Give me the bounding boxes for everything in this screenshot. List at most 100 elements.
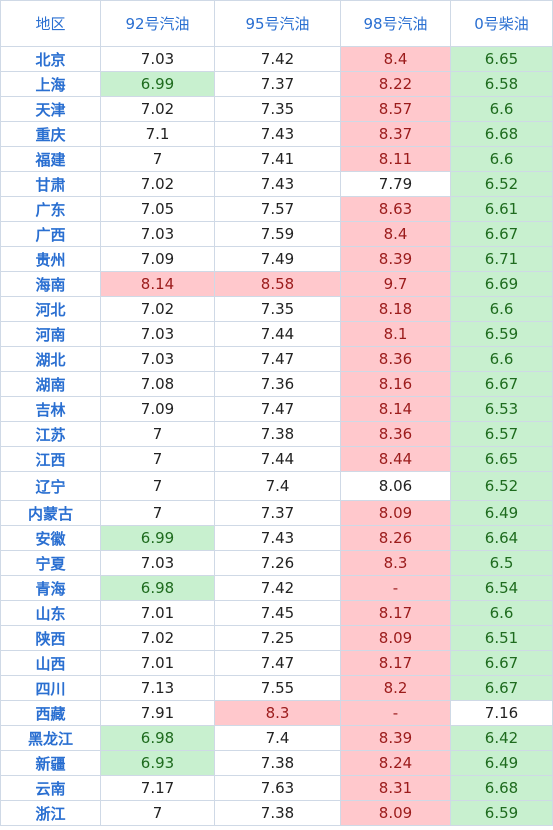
price-92-cell: 7.08 [100,371,215,397]
price-95-cell: 7.47 [214,396,341,422]
region-cell: 山西 [0,650,101,676]
table-row: 海南 8.14 8.58 9.7 6.69 [0,271,553,297]
price-98-cell: 8.17 [340,600,451,626]
table-row: 新疆 6.93 7.38 8.24 6.49 [0,750,553,776]
price-0-diesel-cell: 6.6 [450,296,553,322]
price-95-cell: 7.55 [214,675,341,701]
table-row: 山东 7.01 7.45 8.17 6.6 [0,600,553,626]
price-0-diesel-cell: 6.69 [450,271,553,297]
header-region: 地区 [0,0,101,47]
price-92-cell: 7.03 [100,221,215,247]
price-98-cell: - [340,575,451,601]
price-95-cell: 7.35 [214,296,341,322]
table-row: 湖南 7.08 7.36 8.16 6.67 [0,371,553,397]
price-98-cell: 8.39 [340,725,451,751]
table-row: 福建 7 7.41 8.11 6.6 [0,146,553,172]
price-92-cell: 7.1 [100,121,215,147]
price-98-cell: 8.36 [340,346,451,372]
price-92-cell: 7.03 [100,346,215,372]
price-0-diesel-cell: 6.57 [450,421,553,447]
price-98-cell: 8.39 [340,246,451,272]
price-92-cell: 6.99 [100,525,215,551]
price-0-diesel-cell: 6.68 [450,121,553,147]
table-row: 西藏 7.91 8.3-7.16 [0,700,553,726]
price-98-cell: 8.06 [340,471,451,501]
price-95-cell: 7.25 [214,625,341,651]
region-cell: 河南 [0,321,101,347]
table-row: 甘肃 7.02 7.43 7.79 6.52 [0,171,553,197]
price-98-cell: 9.7 [340,271,451,297]
price-92-cell: 7 [100,800,215,826]
price-95-cell: 7.57 [214,196,341,222]
price-98-cell: 8.63 [340,196,451,222]
region-cell: 广西 [0,221,101,247]
price-0-diesel-cell: 6.6 [450,146,553,172]
price-0-diesel-cell: 6.67 [450,650,553,676]
price-95-cell: 7.43 [214,525,341,551]
price-92-cell: 7.01 [100,600,215,626]
price-98-cell: 8.36 [340,421,451,447]
price-92-cell: 7.02 [100,625,215,651]
header-98-gasoline: 98号汽油 [340,0,451,47]
table-row: 青海 6.98 7.42-6.54 [0,575,553,601]
table-row: 江西 7 7.44 8.44 6.65 [0,446,553,472]
price-0-diesel-cell: 6.67 [450,371,553,397]
price-92-cell: 7.02 [100,96,215,122]
price-98-cell: 8.09 [340,500,451,526]
price-95-cell: 7.59 [214,221,341,247]
price-92-cell: 6.98 [100,725,215,751]
price-95-cell: 7.43 [214,121,341,147]
price-95-cell: 7.4 [214,471,341,501]
price-95-cell: 7.45 [214,600,341,626]
table-row: 山西 7.01 7.47 8.17 6.67 [0,650,553,676]
region-cell: 贵州 [0,246,101,272]
price-92-cell: 7.13 [100,675,215,701]
price-92-cell: 7 [100,421,215,447]
price-0-diesel-cell: 6.54 [450,575,553,601]
price-95-cell: 8.58 [214,271,341,297]
table-row: 四川 7.13 7.55 8.2 6.67 [0,675,553,701]
region-cell: 新疆 [0,750,101,776]
table-row: 广东 7.05 7.57 8.63 6.61 [0,196,553,222]
table-header-row: 地区 92号汽油 95号汽油 98号汽油 0号柴油 [0,0,553,47]
price-92-cell: 7.01 [100,650,215,676]
region-cell: 西藏 [0,700,101,726]
price-98-cell: 8.14 [340,396,451,422]
region-cell: 云南 [0,775,101,801]
price-98-cell: 8.16 [340,371,451,397]
price-98-cell: 8.11 [340,146,451,172]
price-0-diesel-cell: 6.6 [450,346,553,372]
price-95-cell: 7.36 [214,371,341,397]
price-0-diesel-cell: 6.53 [450,396,553,422]
price-92-cell: 7 [100,471,215,501]
price-98-cell: 8.31 [340,775,451,801]
price-0-diesel-cell: 6.5 [450,550,553,576]
price-92-cell: 7.02 [100,171,215,197]
price-0-diesel-cell: 6.67 [450,675,553,701]
price-92-cell: 6.93 [100,750,215,776]
price-98-cell: 8.17 [340,650,451,676]
price-95-cell: 7.4 [214,725,341,751]
region-cell: 黑龙江 [0,725,101,751]
table-row: 安徽 6.99 7.43 8.26 6.64 [0,525,553,551]
price-95-cell: 7.38 [214,800,341,826]
table-row: 云南 7.17 7.63 8.31 6.68 [0,775,553,801]
price-95-cell: 7.35 [214,96,341,122]
header-0-diesel: 0号柴油 [450,0,553,47]
price-0-diesel-cell: 6.67 [450,221,553,247]
table-row: 吉林 7.09 7.47 8.14 6.53 [0,396,553,422]
price-98-cell: 8.1 [340,321,451,347]
table-row: 宁夏 7.03 7.26 8.3 6.5 [0,550,553,576]
region-cell: 江西 [0,446,101,472]
price-98-cell: 8.4 [340,46,451,72]
price-0-diesel-cell: 6.52 [450,171,553,197]
price-92-cell: 6.99 [100,71,215,97]
table-row: 北京 7.03 7.42 8.4 6.65 [0,46,553,72]
price-95-cell: 7.37 [214,71,341,97]
region-cell: 浙江 [0,800,101,826]
price-92-cell: 7.09 [100,246,215,272]
table-row: 黑龙江 6.98 7.4 8.39 6.42 [0,725,553,751]
price-0-diesel-cell: 6.58 [450,71,553,97]
table-row: 陕西 7.02 7.25 8.09 6.51 [0,625,553,651]
